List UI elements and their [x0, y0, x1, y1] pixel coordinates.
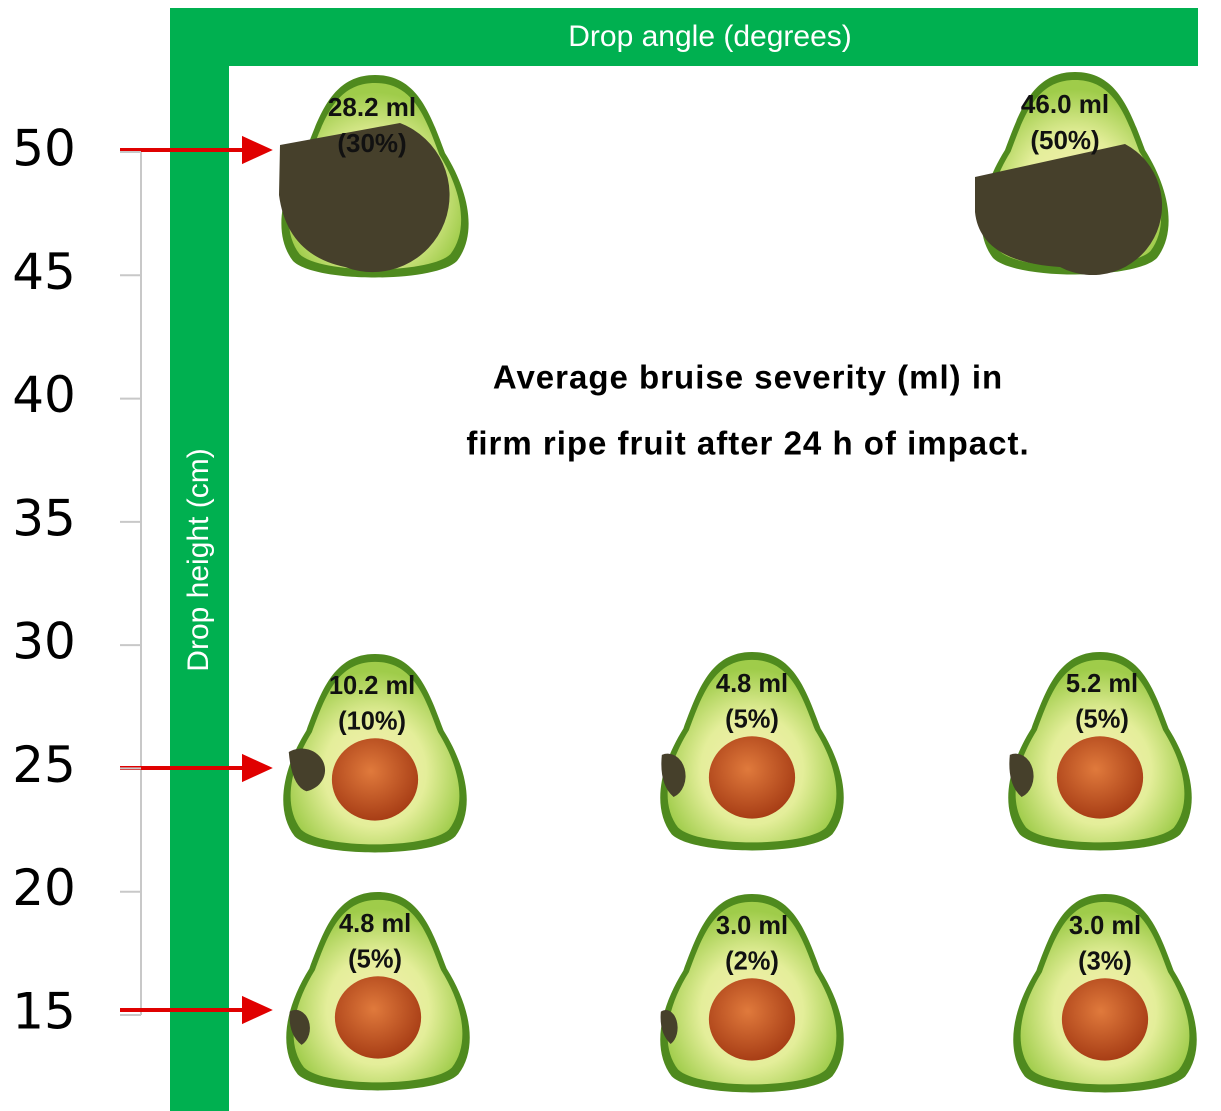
fruit-volume: 5.2 ml [1066, 670, 1138, 698]
x-axis-label: Drop angle (degrees) [568, 20, 852, 53]
y-tick-label: 15 [12, 983, 76, 1041]
fruit-volume: 4.8 ml [716, 670, 788, 698]
fruit: 4.8 ml (5%) [660, 652, 844, 851]
fruit-volume: 3.0 ml [1069, 912, 1141, 940]
pit [331, 738, 419, 821]
fruit: 3.0 ml (3%) [1013, 894, 1197, 1093]
pit [1061, 978, 1149, 1061]
fruit-percent: (2%) [725, 947, 779, 975]
bruise [279, 123, 450, 273]
title-line: firm ripe fruit after 24 h of impact. [466, 425, 1029, 462]
bruise [661, 753, 686, 798]
bruise [1009, 753, 1034, 798]
bruise [288, 748, 326, 792]
pit [708, 978, 796, 1061]
fruit-volume: 3.0 ml [716, 912, 788, 940]
fruit-volume: 4.8 ml [339, 910, 411, 938]
fruit-percent: (10%) [338, 707, 406, 735]
pit [708, 736, 796, 819]
y-tick-label: 40 [12, 366, 76, 424]
y-axis-bar [170, 8, 229, 1111]
fruit-volume: 28.2 ml [328, 92, 416, 122]
fruit: 10.2 ml (10%) [283, 654, 467, 853]
y-tick-label: 30 [12, 613, 76, 671]
bruise [975, 144, 1163, 276]
fruit-percent: (3%) [1078, 947, 1132, 975]
fruit-volume: 46.0 ml [1021, 89, 1109, 119]
bruise [289, 1009, 310, 1045]
fruit: 3.0 ml (2%) [660, 894, 844, 1093]
y-tick-label: 50 [12, 120, 76, 178]
pit [1056, 736, 1144, 819]
fruit: 28.2 ml (30%) [279, 75, 469, 278]
y-tick-label: 20 [12, 859, 76, 917]
fruit: 5.2 ml (5%) [1008, 652, 1192, 851]
fruit-percent: (5%) [725, 705, 779, 733]
arrows [120, 135, 273, 1025]
pit [334, 976, 422, 1059]
fruit-percent: (50%) [1030, 125, 1099, 155]
y-axis-label: Drop height (cm) [182, 448, 215, 671]
fruit-percent: (5%) [348, 945, 402, 973]
y-tick-label: 25 [12, 736, 76, 794]
fruit-percent: (5%) [1075, 705, 1129, 733]
x-axis-bar [170, 8, 1198, 66]
y-tick-label: 35 [12, 489, 76, 547]
fruit: 46.0 ml (50%) [975, 72, 1169, 276]
y-tick-label: 45 [12, 243, 76, 301]
title-line: Average bruise severity (ml) in [493, 359, 1003, 396]
fruit-percent: (30%) [337, 128, 406, 158]
fruit-volume: 10.2 ml [329, 672, 415, 700]
fruit: 4.8 ml (5%) [286, 892, 470, 1091]
bruise [660, 1010, 678, 1044]
